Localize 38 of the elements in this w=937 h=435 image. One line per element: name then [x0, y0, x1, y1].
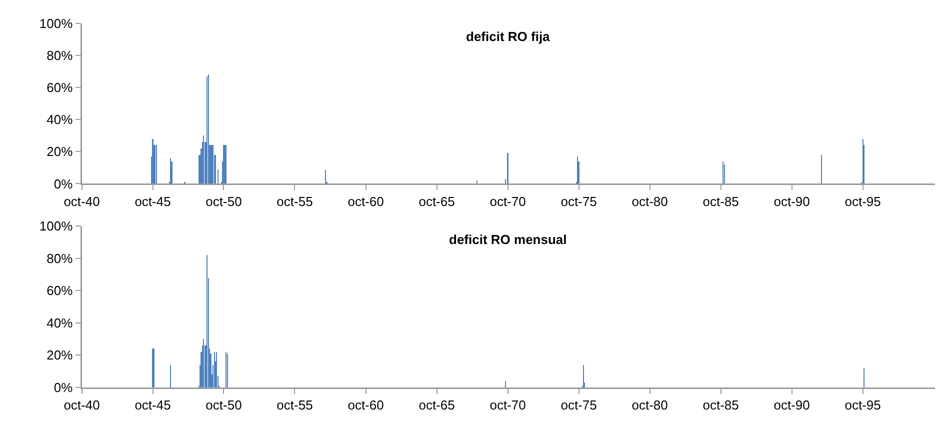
- x-tick-label: oct-75: [560, 194, 597, 209]
- y-tick-label: 60%: [46, 283, 74, 298]
- x-tick-label: oct-95: [844, 194, 881, 209]
- x-tick-label: oct-60: [348, 398, 384, 413]
- x-tick-label: oct-85: [702, 194, 739, 209]
- x-tick-label: oct-80: [632, 398, 668, 413]
- y-tick-label: 80%: [46, 48, 74, 64]
- x-tick-label: oct-65: [418, 398, 455, 413]
- text: deficit RO fija: [466, 29, 551, 44]
- text: deficit RO mensual: [449, 232, 567, 247]
- x-tick-label: oct-80: [632, 194, 668, 209]
- y-tick-label: 60%: [46, 80, 74, 96]
- x-tick-label: oct-40: [64, 194, 100, 209]
- x-tick-label: oct-45: [134, 194, 171, 209]
- x-tick-label: oct-50: [206, 398, 242, 413]
- y-tick-label: 20%: [46, 144, 74, 160]
- y-tick-label: 20%: [46, 348, 74, 363]
- y-tick-label: 100%: [39, 16, 74, 31]
- y-tick-label: 80%: [46, 250, 74, 266]
- x-tick-label: oct-70: [490, 398, 526, 413]
- y-tick-label: 0%: [54, 380, 74, 395]
- x-tick-label: oct-95: [844, 398, 881, 413]
- x-tick-label: oct-85: [702, 398, 739, 413]
- y-tick-label: 0%: [54, 176, 74, 192]
- x-tick-label: oct-55: [276, 194, 313, 209]
- y-tick-label: 40%: [46, 315, 74, 330]
- x-tick-label: oct-50: [206, 194, 242, 209]
- x-tick-label: oct-55: [276, 398, 313, 413]
- x-tick-label: oct-90: [774, 194, 810, 209]
- x-tick-label: oct-65: [418, 194, 455, 209]
- x-tick-label: oct-40: [64, 398, 100, 413]
- x-tick-label: oct-60: [348, 194, 384, 209]
- y-tick-label: 100%: [39, 218, 74, 234]
- x-tick-label: oct-75: [560, 398, 597, 413]
- x-tick-label: oct-70: [490, 194, 526, 209]
- x-tick-label: oct-90: [774, 398, 810, 413]
- y-tick-label: 40%: [46, 112, 74, 128]
- x-tick-label: oct-45: [134, 398, 171, 413]
